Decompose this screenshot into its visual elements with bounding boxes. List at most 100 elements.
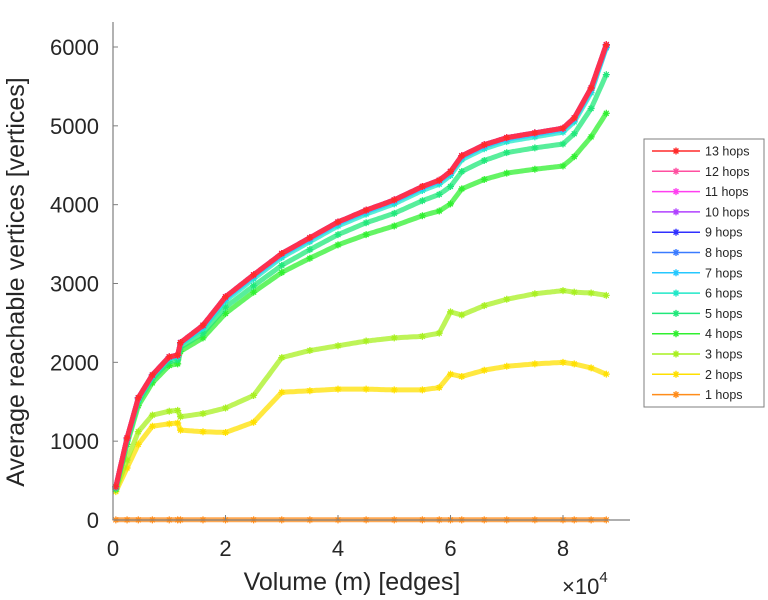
legend-item: 8 hops [652, 246, 743, 260]
data-point-marker [570, 288, 578, 296]
data-point-marker [390, 386, 398, 394]
data-point-marker [334, 241, 342, 249]
legend-label: 12 hops [705, 165, 749, 179]
series-line [113, 43, 609, 488]
series-4-hops [112, 109, 610, 493]
x-tick-label: 6 [444, 536, 456, 561]
data-point-marker [480, 175, 488, 183]
data-point-marker [177, 413, 184, 421]
plot-area [112, 41, 610, 524]
x-exponent-power: 4 [599, 569, 607, 586]
legend-item: 7 hops [652, 266, 743, 280]
data-point-marker [222, 293, 229, 301]
legend-label: 2 hops [705, 368, 743, 382]
data-point-marker [602, 71, 610, 79]
series-8-hops [112, 41, 610, 491]
y-tick-label: 2000 [50, 350, 99, 375]
data-point-marker [278, 268, 286, 276]
data-point-marker [278, 261, 286, 269]
series-line [113, 43, 609, 488]
data-point-marker [222, 404, 229, 412]
x-exponent-base: ×10 [562, 574, 599, 599]
legend-marker-icon [672, 228, 680, 236]
legend-marker-icon [672, 208, 680, 216]
series-line [113, 359, 608, 493]
data-point-marker [165, 361, 173, 369]
data-point-marker [278, 354, 286, 362]
data-point-marker [531, 144, 539, 152]
legend-marker-icon [672, 309, 680, 317]
data-point-marker [602, 109, 610, 117]
legend-item: 9 hops [652, 226, 743, 240]
data-point-marker [447, 168, 454, 176]
legend-label: 5 hops [705, 307, 743, 321]
data-point-marker [362, 206, 370, 214]
data-point-marker [306, 387, 314, 395]
data-point-marker [123, 456, 131, 464]
legend-marker-icon [672, 269, 680, 277]
data-point-marker [174, 351, 182, 359]
data-point-marker [418, 332, 426, 340]
data-point-marker [222, 303, 229, 311]
legend-label: 9 hops [705, 226, 743, 240]
data-point-marker [435, 384, 443, 392]
data-point-marker [334, 218, 342, 226]
legend-marker-icon [672, 249, 680, 256]
data-point-marker [362, 231, 370, 239]
data-point-marker [602, 291, 610, 299]
x-tick-label: 8 [557, 536, 569, 561]
data-point-marker [435, 190, 443, 198]
series-line [113, 288, 607, 491]
data-point-marker [222, 428, 229, 436]
data-point-marker [435, 176, 443, 184]
series-9-hops [112, 41, 610, 491]
series-7-hops [112, 43, 610, 491]
legend-label: 3 hops [705, 348, 743, 362]
x-axis-exponent: ×104 [562, 569, 608, 599]
data-point-marker [334, 385, 342, 393]
data-point-marker [362, 385, 370, 393]
data-point-marker [134, 440, 142, 448]
data-point-marker [503, 149, 511, 157]
legend-marker-icon [672, 330, 680, 338]
data-point-marker [503, 134, 511, 142]
data-point-marker [199, 329, 207, 337]
data-point-marker [458, 168, 466, 176]
data-point-marker [531, 360, 539, 368]
data-point-marker [418, 197, 426, 205]
data-point-marker [250, 391, 258, 399]
data-point-marker [390, 209, 398, 217]
data-point-marker [148, 422, 156, 430]
data-point-marker [503, 169, 511, 177]
data-point-marker [199, 321, 207, 329]
data-point-marker [458, 311, 466, 319]
legend-item: 11 hops [652, 185, 749, 199]
data-point-marker [587, 289, 595, 297]
data-point-marker [458, 152, 466, 160]
data-point-marker [148, 411, 156, 419]
data-point-marker [559, 140, 567, 148]
data-point-marker [531, 165, 539, 173]
data-point-marker [435, 329, 443, 337]
data-point-marker [250, 418, 258, 426]
data-point-marker [570, 130, 578, 138]
data-point-marker [559, 287, 567, 295]
data-point-marker [418, 183, 426, 191]
series-line [113, 43, 609, 488]
data-point-marker [306, 254, 314, 262]
data-point-marker [531, 290, 539, 298]
data-point-marker [587, 104, 595, 112]
data-point-marker [199, 428, 207, 436]
y-tick-label: 3000 [50, 272, 99, 297]
data-point-marker [559, 162, 567, 170]
data-point-marker [390, 334, 398, 342]
series-11-hops [112, 41, 610, 491]
x-tick-label: 2 [219, 536, 231, 561]
data-point-marker [112, 483, 120, 491]
data-point-marker [531, 129, 539, 137]
legend-label: 7 hops [705, 266, 743, 280]
legend-marker-icon [672, 350, 680, 358]
data-point-marker [250, 271, 258, 279]
data-point-marker [222, 309, 229, 317]
